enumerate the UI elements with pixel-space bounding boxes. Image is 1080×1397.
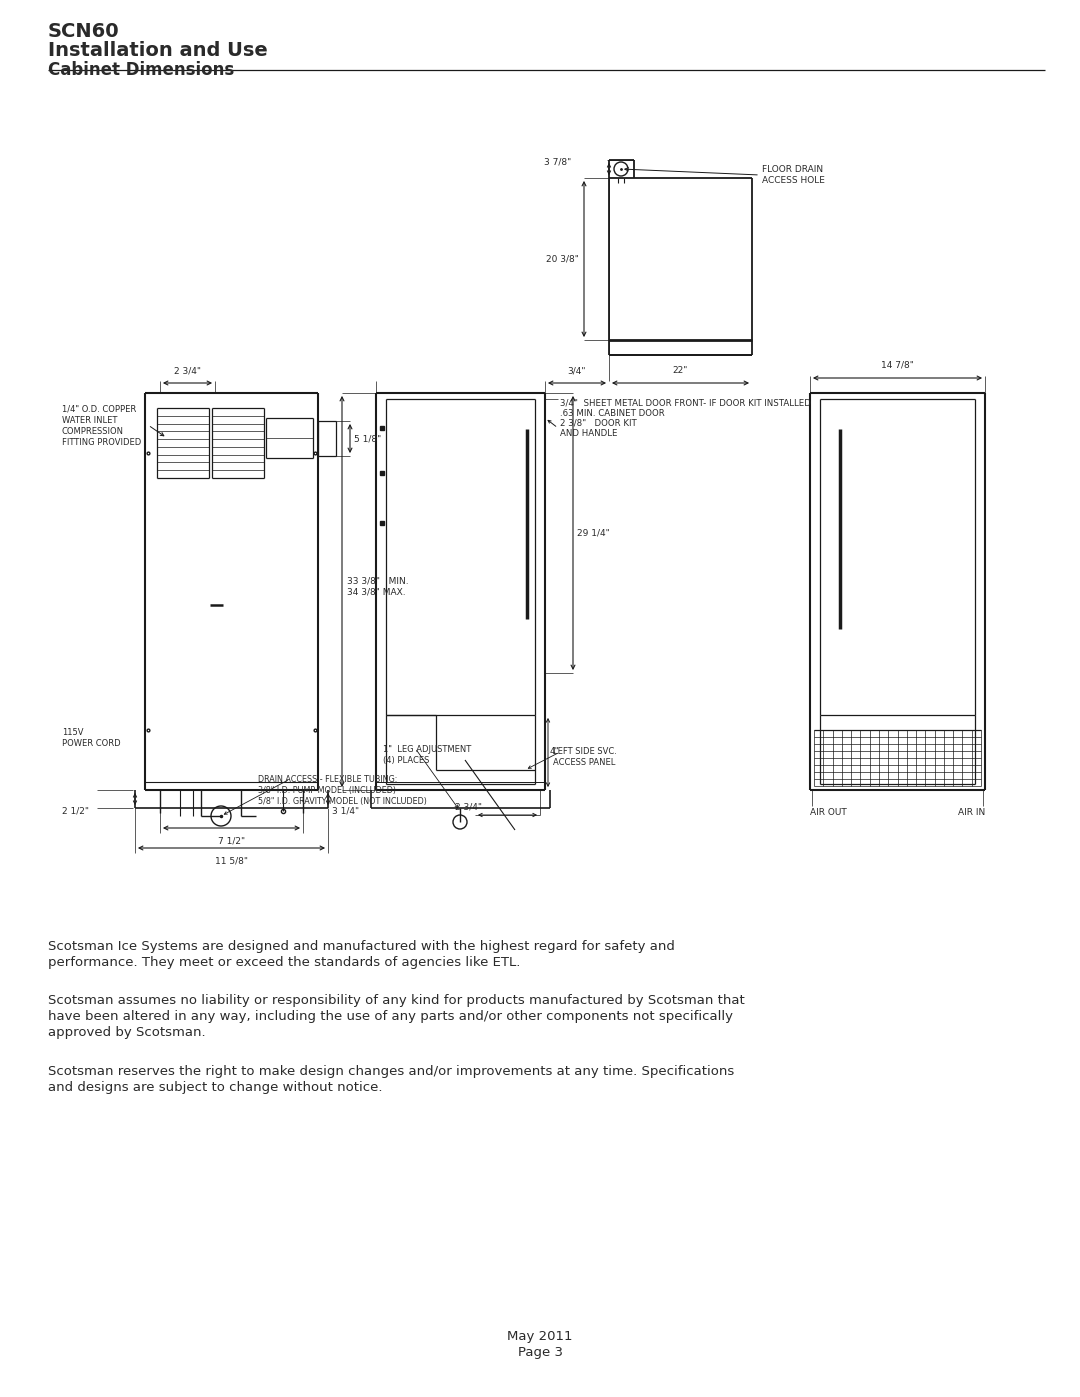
Text: Scotsman reserves the right to make design changes and/or improvements at any ti: Scotsman reserves the right to make desi… bbox=[48, 1065, 734, 1094]
Text: 5 1/8": 5 1/8" bbox=[354, 434, 381, 443]
Text: 14 7/8": 14 7/8" bbox=[881, 360, 914, 370]
Text: Scotsman Ice Systems are designed and manufactured with the highest regard for s: Scotsman Ice Systems are designed and ma… bbox=[48, 940, 675, 970]
Text: 22": 22" bbox=[673, 366, 688, 374]
Text: 3 1/4": 3 1/4" bbox=[332, 806, 360, 816]
Text: 2 1/2": 2 1/2" bbox=[62, 806, 89, 816]
Text: 29 1/4": 29 1/4" bbox=[577, 528, 610, 538]
Text: Installation and Use: Installation and Use bbox=[48, 41, 268, 60]
Text: 2 3/4": 2 3/4" bbox=[174, 366, 201, 374]
Text: Scotsman assumes no liability or responsibility of any kind for products manufac: Scotsman assumes no liability or respons… bbox=[48, 995, 745, 1039]
Text: 7 1/2": 7 1/2" bbox=[218, 835, 245, 845]
Text: 2 3/4": 2 3/4" bbox=[455, 802, 482, 812]
Text: 4": 4" bbox=[550, 747, 559, 757]
Text: LEFT SIDE SVC.
ACCESS PANEL: LEFT SIDE SVC. ACCESS PANEL bbox=[553, 747, 617, 767]
Text: 2 3/8"   DOOR KIT
AND HANDLE: 2 3/8" DOOR KIT AND HANDLE bbox=[561, 418, 637, 439]
Text: AIR IN: AIR IN bbox=[958, 807, 985, 817]
Text: SCN60: SCN60 bbox=[48, 22, 120, 41]
Text: 11 5/8": 11 5/8" bbox=[215, 856, 248, 865]
Text: 3/4": 3/4" bbox=[568, 366, 586, 374]
Text: 1"  LEG ADJUSTMENT
(4) PLACES: 1" LEG ADJUSTMENT (4) PLACES bbox=[383, 745, 471, 766]
Text: 20 3/8": 20 3/8" bbox=[546, 254, 579, 264]
Text: 33 3/8"   MIN.
34 3/8" MAX.: 33 3/8" MIN. 34 3/8" MAX. bbox=[347, 577, 408, 597]
Text: 3 7/8": 3 7/8" bbox=[544, 158, 571, 166]
Text: DRAIN ACCESS - FLEXIBLE TUBING:
3/8" I.D. PUMP MODEL (INCLUDED)
5/8" I.D. GRAVIT: DRAIN ACCESS - FLEXIBLE TUBING: 3/8" I.D… bbox=[258, 775, 427, 806]
Text: 1/4" O.D. COPPER
WATER INLET
COMPRESSION
FITTING PROVIDED: 1/4" O.D. COPPER WATER INLET COMPRESSION… bbox=[62, 405, 141, 447]
Text: Cabinet Dimensions: Cabinet Dimensions bbox=[48, 61, 234, 80]
Text: May 2011
Page 3: May 2011 Page 3 bbox=[508, 1330, 572, 1359]
Text: 3/4"  SHEET METAL DOOR FRONT- IF DOOR KIT INSTALLED
.63 MIN. CABINET DOOR: 3/4" SHEET METAL DOOR FRONT- IF DOOR KIT… bbox=[561, 398, 811, 418]
Text: AIR OUT: AIR OUT bbox=[810, 807, 847, 817]
Text: FLOOR DRAIN
ACCESS HOLE: FLOOR DRAIN ACCESS HOLE bbox=[762, 165, 825, 184]
Text: 115V
POWER CORD: 115V POWER CORD bbox=[62, 728, 121, 749]
